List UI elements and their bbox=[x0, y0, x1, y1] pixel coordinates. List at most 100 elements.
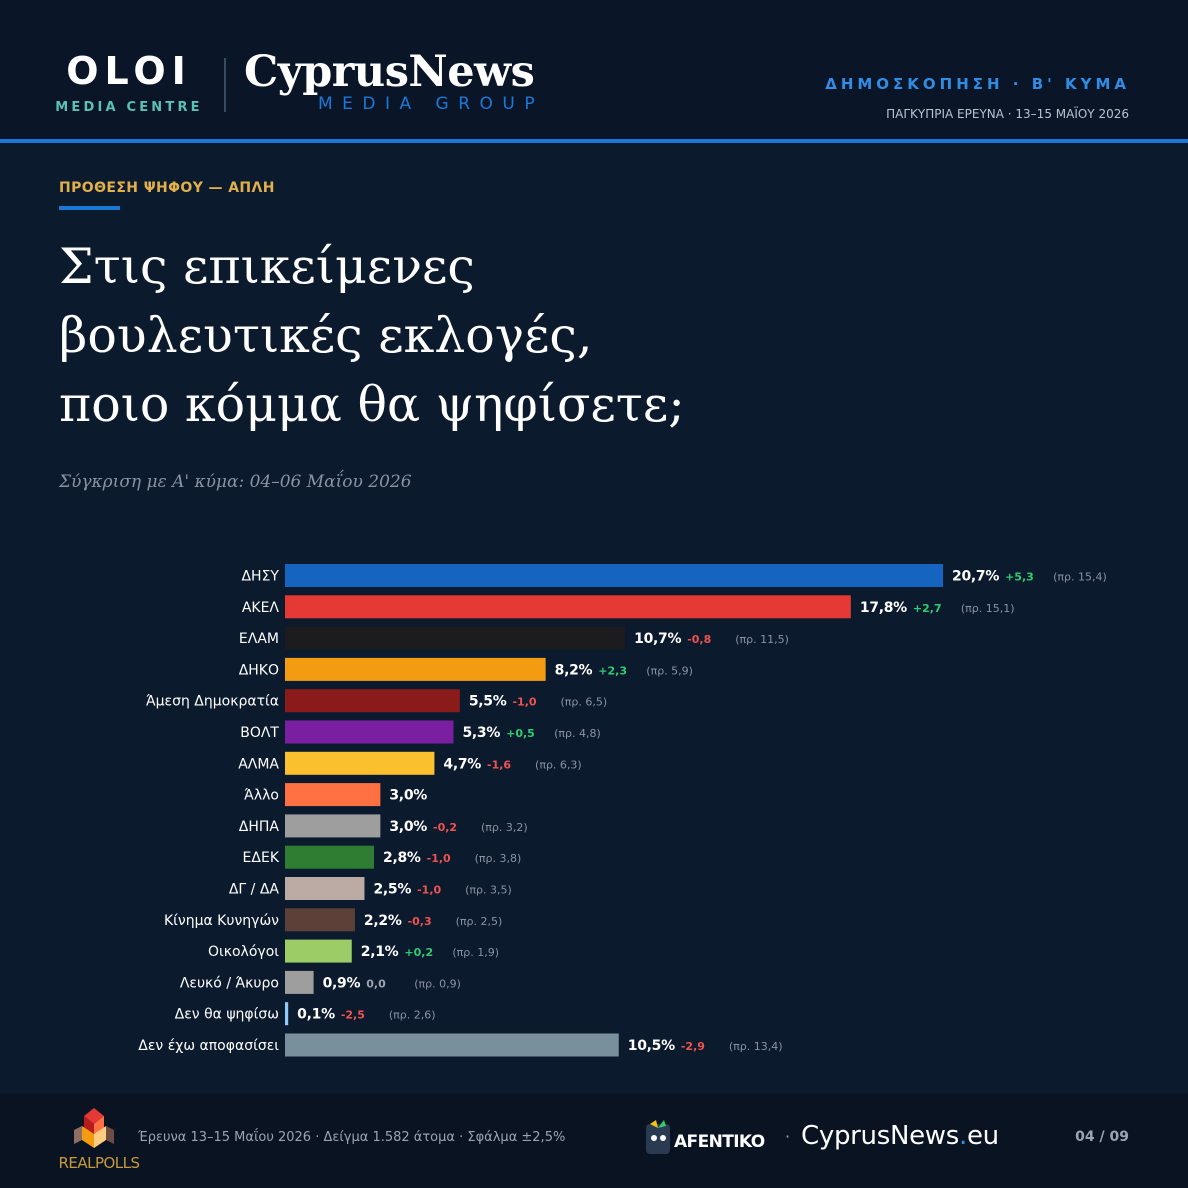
value-label: 2,2% bbox=[364, 913, 402, 929]
category-label: ΔΗΠΑ bbox=[239, 819, 280, 835]
cyprusnews-url-dot: . bbox=[959, 1121, 967, 1151]
previous-value-label: (πρ. 11,5) bbox=[735, 633, 789, 646]
category-label: Κίνημα Κυνηγών bbox=[164, 913, 279, 929]
previous-value-label: (πρ. 15,1) bbox=[961, 602, 1015, 615]
afentiko-logo: AFENTIKO bbox=[646, 1120, 765, 1154]
bar bbox=[285, 1033, 619, 1057]
bar bbox=[285, 1002, 289, 1026]
category-label: ΕΔΕΚ bbox=[243, 850, 280, 866]
category-label: ΒΟΛΤ bbox=[240, 725, 279, 741]
category-label: ΕΛΑΜ bbox=[239, 631, 279, 647]
footer-bar bbox=[0, 1094, 1188, 1188]
value-label: 5,3% bbox=[462, 725, 500, 741]
change-label: -0,2 bbox=[433, 821, 457, 834]
change-label: -0,3 bbox=[408, 915, 432, 928]
cyprusnews-url[interactable]: CyprusNews.eu bbox=[801, 1121, 999, 1151]
header-bar bbox=[0, 0, 1188, 140]
afentiko-mascot-icon bbox=[646, 1124, 670, 1154]
value-label: 5,5% bbox=[469, 694, 507, 710]
previous-value-label: (πρ. 4,8) bbox=[554, 727, 601, 740]
bar bbox=[285, 845, 375, 869]
previous-value-label: (πρ. 2,6) bbox=[389, 1009, 436, 1022]
kicker-underline bbox=[59, 206, 120, 210]
value-label: 8,2% bbox=[555, 662, 593, 678]
question-line: ποιο κόμμα θα ψηφίσετε; bbox=[59, 376, 685, 433]
bar bbox=[285, 814, 381, 838]
previous-value-label: (πρ. 3,8) bbox=[475, 852, 522, 865]
previous-value-label: (πρ. 0,9) bbox=[414, 977, 461, 990]
bar bbox=[285, 564, 943, 587]
value-label: 2,5% bbox=[373, 882, 411, 898]
previous-value-label: (πρ. 1,9) bbox=[452, 946, 499, 959]
category-label: ΔΗΚΟ bbox=[239, 662, 279, 678]
previous-value-label: (πρ. 13,4) bbox=[729, 1040, 783, 1053]
previous-value-label: (πρ. 3,5) bbox=[465, 884, 512, 897]
category-label: ΔΓ / ΔΑ bbox=[229, 882, 280, 898]
bar bbox=[285, 939, 352, 963]
category-label: Άλλο bbox=[244, 788, 279, 804]
change-label: 0,0 bbox=[366, 977, 386, 990]
previous-value-label: (πρ. 15,4) bbox=[1053, 571, 1107, 584]
change-label: +2,7 bbox=[913, 602, 942, 615]
category-label: ΑΚΕΛ bbox=[242, 600, 280, 616]
realpolls-cube-icon bbox=[82, 1126, 94, 1148]
realpolls-cube-icon bbox=[94, 1126, 106, 1148]
bar bbox=[285, 783, 381, 807]
change-label: +0,5 bbox=[506, 727, 535, 740]
category-label: Οικολόγοι bbox=[208, 944, 279, 960]
value-label: 2,1% bbox=[361, 944, 399, 960]
previous-value-label: (πρ. 6,5) bbox=[560, 696, 607, 709]
cyprusnews-url-name: CyprusNews bbox=[801, 1121, 960, 1151]
bar bbox=[285, 908, 355, 932]
change-label: +2,3 bbox=[598, 664, 627, 677]
survey-info: Έρευνα 13–15 Μαΐου 2026 · Δείγμα 1.582 ά… bbox=[138, 1130, 566, 1145]
oloi-logo: OLOI MEDIA CENTRE bbox=[54, 50, 204, 115]
change-label: -0,8 bbox=[687, 633, 711, 646]
value-label: 0,9% bbox=[323, 975, 361, 991]
bar bbox=[285, 751, 435, 775]
category-label: Άμεση Δημοκρατία bbox=[146, 694, 279, 710]
category-label: ΑΛΜΑ bbox=[238, 756, 279, 772]
realpolls-cube-icon bbox=[74, 1126, 82, 1144]
poll-title: ΔΗΜΟΣΚΟΠΗΣΗ · Β' ΚΥΜΑ bbox=[825, 75, 1130, 93]
change-label: -1,0 bbox=[427, 852, 451, 865]
change-label: -1,0 bbox=[417, 884, 441, 897]
value-label: 20,7% bbox=[952, 569, 999, 585]
value-label: 10,5% bbox=[628, 1038, 675, 1054]
change-label: -2,9 bbox=[681, 1040, 705, 1053]
question-line: βουλευτικές εκλογές, bbox=[59, 307, 593, 364]
cyprusnews-logo-title: CyprusNews bbox=[244, 47, 535, 97]
comparison-note: Σύγκριση με Α' κύμα: 04–06 Μαΐου 2026 bbox=[59, 472, 412, 492]
afentiko-logo-text: AFENTIKO bbox=[674, 1132, 765, 1152]
category-label: Λευκό / Άκυρο bbox=[180, 975, 279, 991]
bar bbox=[285, 877, 365, 900]
value-label: 10,7% bbox=[634, 631, 681, 647]
previous-value-label: (πρ. 6,3) bbox=[535, 758, 582, 771]
afentiko-mascot-hair-icon bbox=[658, 1120, 666, 1128]
footer-separator-dot: · bbox=[785, 1127, 791, 1146]
page-number: 04 / 09 bbox=[1075, 1129, 1129, 1145]
previous-value-label: (πρ. 3,2) bbox=[481, 821, 528, 834]
previous-value-label: (πρ. 2,5) bbox=[456, 915, 503, 928]
afentiko-mascot-hair-icon bbox=[650, 1120, 658, 1128]
category-label: Δεν θα ψηφίσω bbox=[175, 1007, 279, 1023]
cyprusnews-url-tld: eu bbox=[966, 1121, 999, 1151]
afentiko-mascot-eye-icon bbox=[660, 1135, 666, 1141]
bar bbox=[285, 595, 851, 619]
afentiko-mascot-eye-icon bbox=[651, 1135, 657, 1141]
bar bbox=[285, 626, 626, 650]
poll-subtitle: ΠΑΓΚΥΠΡΙΑ ΕΡΕΥΝΑ · 13–15 ΜΑΪΟΥ 2026 bbox=[886, 107, 1129, 121]
change-label: -2,5 bbox=[341, 1009, 365, 1022]
value-label: 0,1% bbox=[297, 1007, 335, 1023]
question-line: Στις επικείμενες bbox=[59, 238, 475, 295]
value-label: 2,8% bbox=[383, 850, 421, 866]
value-label: 3,0% bbox=[389, 788, 427, 804]
previous-value-label: (πρ. 5,9) bbox=[646, 664, 693, 677]
header-divider-line bbox=[0, 139, 1188, 143]
category-label: Δεν έχω αποφασίσει bbox=[138, 1038, 279, 1054]
cyprusnews-logo-subtitle: MEDIA GROUP bbox=[318, 94, 545, 114]
change-label: +0,2 bbox=[404, 946, 433, 959]
logo-divider bbox=[224, 58, 226, 112]
cyprusnews-logo: CyprusNews MEDIA GROUP bbox=[244, 46, 544, 114]
change-label: -1,0 bbox=[512, 696, 536, 709]
